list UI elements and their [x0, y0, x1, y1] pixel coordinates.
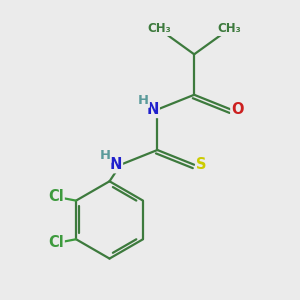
Text: Cl: Cl [48, 236, 64, 250]
Text: Cl: Cl [48, 189, 64, 204]
Text: H: H [100, 149, 111, 162]
Text: N: N [110, 157, 122, 172]
Text: CH₃: CH₃ [217, 22, 241, 35]
Text: O: O [231, 102, 244, 117]
Text: CH₃: CH₃ [147, 22, 171, 35]
Text: N: N [146, 102, 159, 117]
Text: H: H [138, 94, 149, 107]
Text: S: S [196, 157, 207, 172]
